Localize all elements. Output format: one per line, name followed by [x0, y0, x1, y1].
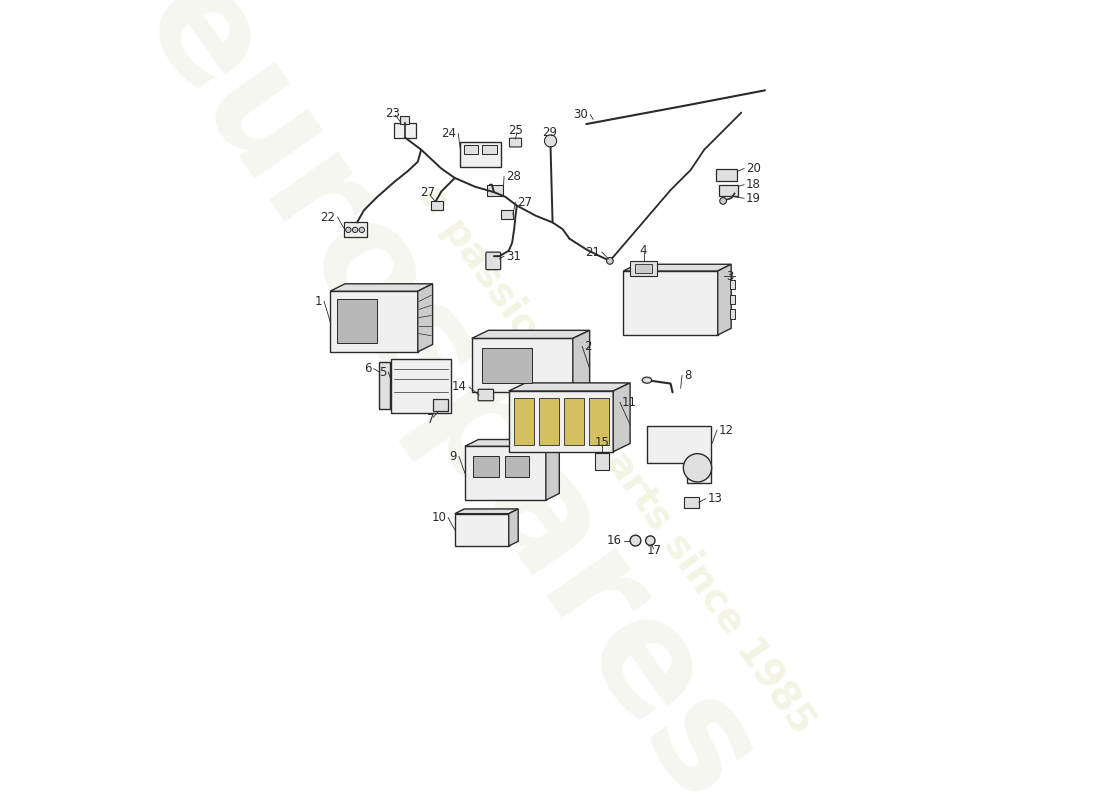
Bar [482, 145, 496, 154]
Ellipse shape [642, 377, 651, 383]
Text: 21: 21 [585, 246, 600, 258]
Circle shape [345, 227, 351, 233]
Bar [433, 399, 448, 411]
Bar [463, 145, 478, 154]
Polygon shape [546, 439, 559, 500]
Circle shape [630, 535, 641, 546]
Polygon shape [509, 383, 630, 391]
Text: 1: 1 [315, 295, 322, 308]
Text: 17: 17 [646, 544, 661, 558]
Text: 16: 16 [607, 534, 621, 547]
Polygon shape [465, 446, 546, 500]
FancyBboxPatch shape [478, 390, 494, 401]
Circle shape [646, 536, 654, 546]
Bar [399, 116, 409, 124]
Circle shape [544, 135, 557, 147]
Text: 14: 14 [452, 381, 468, 394]
Bar [729, 310, 735, 319]
Bar [588, 398, 609, 445]
Bar [394, 122, 416, 138]
Text: eurospares: eurospares [110, 0, 786, 800]
Text: 31: 31 [506, 250, 521, 262]
Bar [460, 142, 500, 167]
Polygon shape [613, 383, 630, 452]
Text: 25: 25 [508, 124, 522, 138]
Polygon shape [330, 291, 418, 352]
Bar [595, 453, 608, 470]
Text: 15: 15 [594, 436, 609, 450]
Bar [337, 299, 377, 343]
Bar [431, 201, 443, 210]
Polygon shape [465, 439, 559, 446]
FancyBboxPatch shape [509, 138, 521, 147]
Polygon shape [330, 284, 432, 291]
Bar [630, 261, 657, 276]
Circle shape [683, 454, 712, 482]
Text: 29: 29 [541, 126, 557, 139]
Text: 20: 20 [746, 162, 761, 175]
Text: 23: 23 [385, 106, 400, 120]
Text: 4: 4 [640, 244, 647, 258]
Text: 19: 19 [746, 192, 761, 205]
FancyBboxPatch shape [486, 252, 500, 270]
Text: 10: 10 [431, 511, 447, 524]
Circle shape [719, 198, 726, 204]
Polygon shape [624, 271, 717, 335]
Polygon shape [647, 426, 711, 483]
Bar [505, 456, 529, 478]
Text: 24: 24 [441, 127, 456, 140]
Text: 7: 7 [428, 413, 435, 426]
Bar [716, 169, 737, 181]
Text: 18: 18 [746, 178, 761, 191]
Text: 3: 3 [726, 270, 734, 283]
Text: 8: 8 [684, 369, 692, 382]
Bar [390, 358, 451, 413]
Polygon shape [418, 284, 432, 352]
Bar [729, 280, 735, 289]
Bar [379, 362, 390, 409]
Text: 28: 28 [506, 170, 521, 183]
Bar [482, 348, 532, 383]
Text: 6: 6 [364, 362, 372, 375]
Polygon shape [454, 514, 509, 546]
Circle shape [352, 227, 358, 233]
Bar [636, 263, 651, 273]
Bar [473, 456, 498, 478]
Text: 27: 27 [420, 186, 436, 199]
Polygon shape [509, 509, 518, 546]
Text: 12: 12 [719, 423, 734, 437]
Bar [343, 222, 367, 238]
Text: 30: 30 [573, 108, 588, 121]
Polygon shape [509, 391, 613, 452]
Text: 5: 5 [378, 366, 386, 378]
Bar [500, 210, 513, 219]
Bar [487, 185, 504, 195]
Text: 22: 22 [320, 210, 336, 223]
Text: a passion for parts since 1985: a passion for parts since 1985 [411, 178, 822, 741]
Text: 27: 27 [517, 196, 532, 209]
Text: 9: 9 [450, 450, 456, 463]
Circle shape [606, 258, 613, 264]
Text: 2: 2 [584, 340, 592, 353]
Bar [514, 398, 535, 445]
Polygon shape [624, 264, 732, 271]
Bar [564, 398, 584, 445]
Bar [539, 398, 559, 445]
Text: 11: 11 [621, 396, 637, 409]
Bar [729, 294, 735, 304]
Circle shape [359, 227, 364, 233]
Text: 13: 13 [707, 492, 723, 506]
Bar [719, 185, 738, 195]
Bar [684, 497, 699, 507]
Polygon shape [573, 330, 590, 392]
Polygon shape [717, 264, 732, 335]
Polygon shape [472, 338, 573, 392]
Polygon shape [472, 330, 590, 338]
Polygon shape [454, 509, 518, 514]
